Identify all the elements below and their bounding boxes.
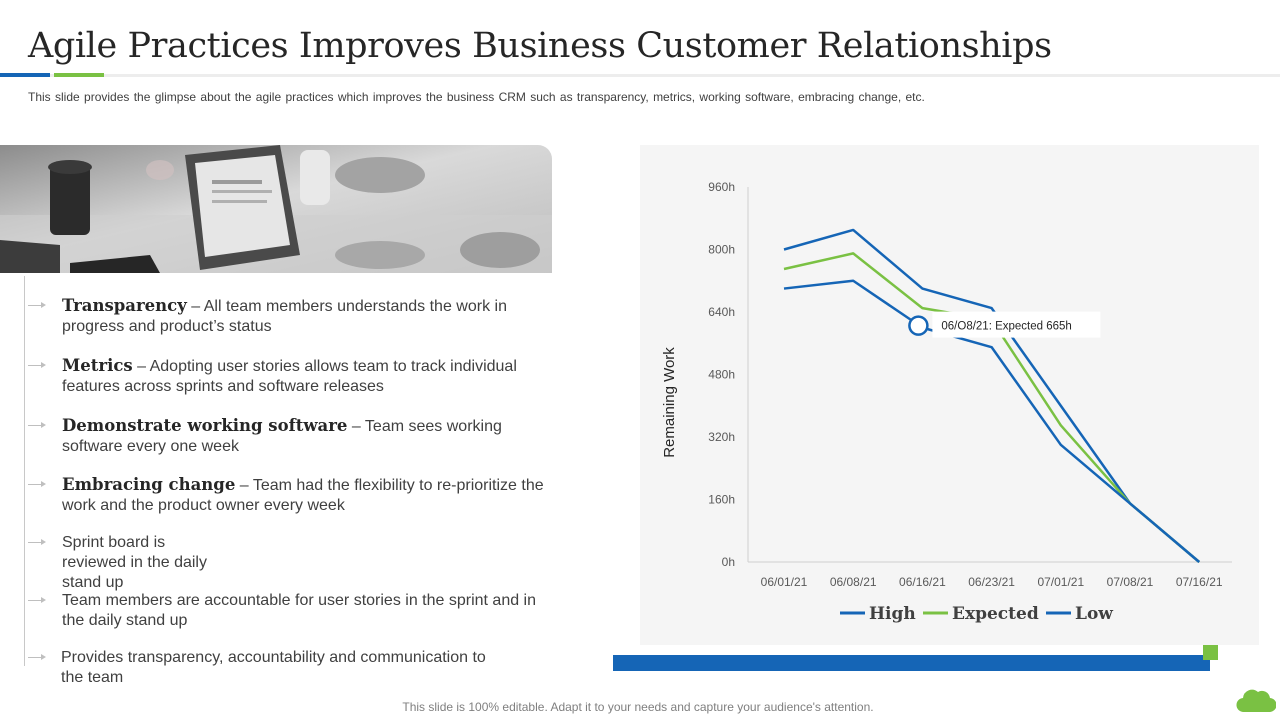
arrow-right-icon xyxy=(28,422,46,428)
bullet-heading: Demonstrate working software xyxy=(62,416,348,435)
bullet-text: Sprint board is reviewed in the daily st… xyxy=(62,534,207,591)
series-line-low xyxy=(783,279,1201,563)
bullet-heading: Metrics xyxy=(62,356,133,375)
list-item-working-software: Demonstrate working software – Team sees… xyxy=(28,416,558,457)
title-accent-green xyxy=(54,73,104,77)
y-tick-label: 0h xyxy=(722,555,735,569)
x-tick-label: 06/08/21 xyxy=(830,575,877,589)
green-accent-square xyxy=(1203,645,1218,660)
x-tick-label: 07/01/21 xyxy=(1037,575,1084,589)
x-tick-label: 07/08/21 xyxy=(1107,575,1154,589)
list-item-transparency: Transparency – All team members understa… xyxy=(28,296,558,337)
list-item-sprint-board: Sprint board is reviewed in the daily st… xyxy=(28,533,228,593)
chart-bottom-bar xyxy=(613,655,1210,671)
legend-label-expected: Expected xyxy=(952,604,1039,624)
y-tick-label: 480h xyxy=(708,368,735,382)
x-tick-label: 07/16/21 xyxy=(1176,575,1223,589)
office-laptop-photo xyxy=(0,145,552,273)
y-tick-label: 320h xyxy=(708,430,735,444)
x-tick-label: 06/16/21 xyxy=(899,575,946,589)
cloud-icon xyxy=(1236,689,1276,713)
bullet-timeline-line xyxy=(24,276,25,666)
bullet-heading: Transparency xyxy=(62,296,187,315)
series-line-expected xyxy=(783,252,1201,563)
bullet-text: Team members are accountable for user st… xyxy=(62,592,537,629)
arrow-right-icon xyxy=(28,302,46,308)
list-item-communication: Provides transparency, accountability an… xyxy=(28,648,498,688)
y-tick-label: 640h xyxy=(708,305,735,319)
burndown-line-chart: 0h 160h 320h 480h 640h 800h 960h 06/01/21 06/08/… xyxy=(661,180,1232,624)
slide-subtitle: This slide provides the glimpse about th… xyxy=(28,90,925,104)
annotation-box xyxy=(932,311,1101,338)
bullet-text: – Team sees working software every one w… xyxy=(62,418,502,455)
bullet-text: – Adopting user stories allows team to t… xyxy=(62,358,517,395)
annotation-marker xyxy=(908,315,929,336)
legend-label-high: High xyxy=(869,604,916,624)
arrow-right-icon xyxy=(28,481,46,487)
y-axis-title: Remaining Work xyxy=(661,347,678,458)
series-line-high xyxy=(783,228,1201,563)
arrow-right-icon xyxy=(28,597,46,603)
legend-label-low: Low xyxy=(1075,604,1113,624)
title-accent-blue xyxy=(0,73,50,77)
x-tick-label: 06/23/21 xyxy=(968,575,1015,589)
annotation-label: 06/O8/21: Expected 665h xyxy=(941,321,1071,333)
arrow-right-icon xyxy=(28,362,46,368)
bullet-heading: Embracing change xyxy=(62,475,236,494)
list-item-metrics: Metrics – Adopting user stories allows t… xyxy=(28,356,558,397)
arrow-right-icon xyxy=(28,654,46,660)
slide-title: Agile Practices Improves Business Custom… xyxy=(28,26,1052,66)
list-item-embracing-change: Embracing change – Team had the flexibil… xyxy=(28,475,558,516)
footer-note: This slide is 100% editable. Adapt it to… xyxy=(402,700,874,714)
arrow-right-icon xyxy=(28,539,46,545)
title-underline xyxy=(0,74,1280,77)
y-tick-label: 800h xyxy=(708,243,735,257)
x-tick-label: 06/01/21 xyxy=(761,575,808,589)
bullet-text: Provides transparency, accountability an… xyxy=(61,649,486,686)
list-item-accountable: Team members are accountable for user st… xyxy=(28,591,548,631)
y-tick-label: 960h xyxy=(708,180,735,194)
bullet-text: – Team had the flexibility to re-priorit… xyxy=(62,477,544,514)
y-tick-label: 160h xyxy=(708,493,735,507)
bullet-text: – All team members understands the work … xyxy=(62,298,507,335)
